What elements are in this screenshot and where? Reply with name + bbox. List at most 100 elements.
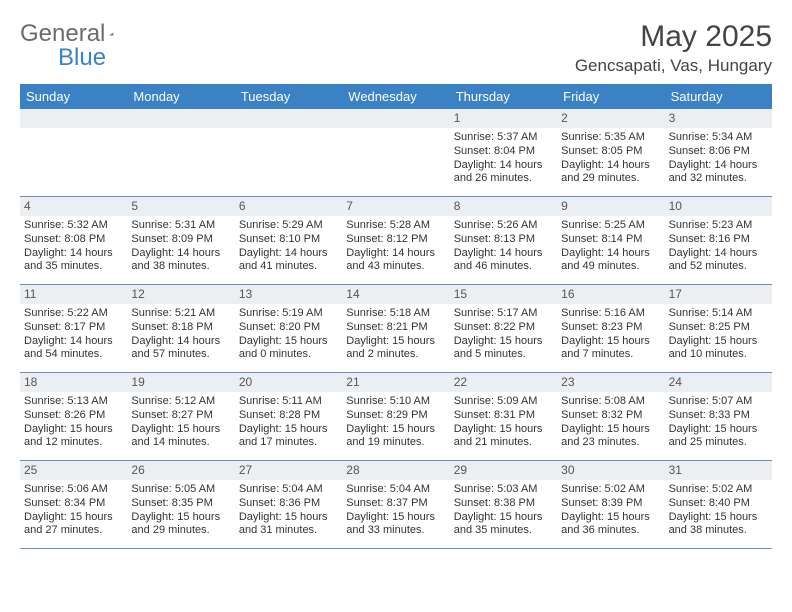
calendar-cell: 18Sunrise: 5:13 AMSunset: 8:26 PMDayligh… [20, 373, 127, 461]
daylight-line: Daylight: 14 hours and 43 minutes. [346, 247, 445, 275]
sunset-line: Sunset: 8:17 PM [24, 321, 123, 335]
day-details: Sunrise: 5:35 AMSunset: 8:05 PMDaylight:… [557, 128, 664, 190]
calendar-cell: 27Sunrise: 5:04 AMSunset: 8:36 PMDayligh… [235, 461, 342, 549]
daylight-line: Daylight: 15 hours and 36 minutes. [561, 511, 660, 539]
sunrise-line: Sunrise: 5:05 AM [131, 483, 230, 497]
calendar-cell: 16Sunrise: 5:16 AMSunset: 8:23 PMDayligh… [557, 285, 664, 373]
location: Gencsapati, Vas, Hungary [575, 56, 772, 76]
sunrise-line: Sunrise: 5:17 AM [454, 307, 553, 321]
day-details: Sunrise: 5:04 AMSunset: 8:36 PMDaylight:… [235, 480, 342, 542]
sunrise-line: Sunrise: 5:22 AM [24, 307, 123, 321]
sunrise-line: Sunrise: 5:08 AM [561, 395, 660, 409]
daylight-line: Daylight: 15 hours and 31 minutes. [239, 511, 338, 539]
calendar-cell [20, 109, 127, 197]
day-details: Sunrise: 5:03 AMSunset: 8:38 PMDaylight:… [450, 480, 557, 542]
sunset-line: Sunset: 8:16 PM [669, 233, 768, 247]
calendar-cell [235, 109, 342, 197]
sunset-line: Sunset: 8:21 PM [346, 321, 445, 335]
calendar-cell: 29Sunrise: 5:03 AMSunset: 8:38 PMDayligh… [450, 461, 557, 549]
sunset-line: Sunset: 8:28 PM [239, 409, 338, 423]
calendar-cell: 7Sunrise: 5:28 AMSunset: 8:12 PMDaylight… [342, 197, 449, 285]
day-number: 2 [557, 109, 664, 128]
calendar-cell: 5 Sunrise: 5:31 AMSunset: 8:09 PMDaylight… [127, 197, 234, 285]
sunset-line: Sunset: 8:35 PM [131, 497, 230, 511]
sunrise-line: Sunrise: 5:07 AM [669, 395, 768, 409]
sunset-line: Sunset: 8:31 PM [454, 409, 553, 423]
sunrise-line: Sunrise: 5:37 AM [454, 131, 553, 145]
day-number: 5 [127, 197, 234, 216]
day-number: 28 [342, 461, 449, 480]
logo-text-blue: Blue [58, 44, 106, 71]
daylight-line: Daylight: 15 hours and 0 minutes. [239, 335, 338, 363]
day-number: 10 [665, 197, 772, 216]
daylight-line: Daylight: 15 hours and 14 minutes. [131, 423, 230, 451]
calendar-cell: 21Sunrise: 5:10 AMSunset: 8:29 PMDayligh… [342, 373, 449, 461]
day-number: 29 [450, 461, 557, 480]
day-number: 13 [235, 285, 342, 304]
day-number [235, 109, 342, 128]
daylight-line: Daylight: 15 hours and 7 minutes. [561, 335, 660, 363]
day-number: 6 [235, 197, 342, 216]
day-number: 17 [665, 285, 772, 304]
day-number: 31 [665, 461, 772, 480]
calendar-cell: 6Sunrise: 5:29 AMSunset: 8:10 PMDaylight… [235, 197, 342, 285]
month-title: May 2025 [575, 20, 772, 54]
sunrise-line: Sunrise: 5:35 AM [561, 131, 660, 145]
day-details: Sunrise: 5:12 AMSunset: 8:27 PMDaylight:… [127, 392, 234, 454]
sunrise-line: Sunrise: 5:23 AM [669, 219, 768, 233]
day-details: Sunrise: 5:18 AMSunset: 8:21 PMDaylight:… [342, 304, 449, 366]
sunrise-line: Sunrise: 5:31 AM [131, 219, 230, 233]
weekday-header: Tuesday [235, 84, 342, 109]
daylight-line: Daylight: 15 hours and 23 minutes. [561, 423, 660, 451]
day-details: Sunrise: 5:14 AMSunset: 8:25 PMDaylight:… [665, 304, 772, 366]
day-number: 19 [127, 373, 234, 392]
daylight-line: Daylight: 14 hours and 38 minutes. [131, 247, 230, 275]
calendar-cell: 3Sunrise: 5:34 AMSunset: 8:06 PMDaylight… [665, 109, 772, 197]
sunset-line: Sunset: 8:04 PM [454, 145, 553, 159]
sunset-line: Sunset: 8:32 PM [561, 409, 660, 423]
title-block: May 2025 Gencsapati, Vas, Hungary [575, 20, 772, 76]
daylight-line: Daylight: 15 hours and 19 minutes. [346, 423, 445, 451]
calendar-cell: 15Sunrise: 5:17 AMSunset: 8:22 PMDayligh… [450, 285, 557, 373]
sunset-line: Sunset: 8:09 PM [131, 233, 230, 247]
sunrise-line: Sunrise: 5:25 AM [561, 219, 660, 233]
daylight-line: Daylight: 14 hours and 49 minutes. [561, 247, 660, 275]
day-details: Sunrise: 5:07 AMSunset: 8:33 PMDaylight:… [665, 392, 772, 454]
sunrise-line: Sunrise: 5:09 AM [454, 395, 553, 409]
calendar-cell: 30Sunrise: 5:02 AMSunset: 8:39 PMDayligh… [557, 461, 664, 549]
calendar-cell: 19Sunrise: 5:12 AMSunset: 8:27 PMDayligh… [127, 373, 234, 461]
sunrise-line: Sunrise: 5:19 AM [239, 307, 338, 321]
day-details: Sunrise: 5:02 AMSunset: 8:39 PMDaylight:… [557, 480, 664, 542]
day-number: 7 [342, 197, 449, 216]
day-details: Sunrise: 5:16 AMSunset: 8:23 PMDaylight:… [557, 304, 664, 366]
sunrise-line: Sunrise: 5:03 AM [454, 483, 553, 497]
logo-blue-wrapper: Blue [20, 44, 106, 72]
day-number: 24 [665, 373, 772, 392]
weekday-header: Friday [557, 84, 664, 109]
sunrise-line: Sunrise: 5:21 AM [131, 307, 230, 321]
day-details: Sunrise: 5:05 AMSunset: 8:35 PMDaylight:… [127, 480, 234, 542]
daylight-line: Daylight: 14 hours and 32 minutes. [669, 159, 768, 187]
calendar-cell: 9Sunrise: 5:25 AMSunset: 8:14 PMDaylight… [557, 197, 664, 285]
daylight-line: Daylight: 14 hours and 29 minutes. [561, 159, 660, 187]
sunrise-line: Sunrise: 5:26 AM [454, 219, 553, 233]
sunset-line: Sunset: 8:14 PM [561, 233, 660, 247]
day-number: 27 [235, 461, 342, 480]
sunset-line: Sunset: 8:26 PM [24, 409, 123, 423]
day-details: Sunrise: 5:22 AMSunset: 8:17 PMDaylight:… [20, 304, 127, 366]
calendar-cell: 25Sunrise: 5:06 AMSunset: 8:34 PMDayligh… [20, 461, 127, 549]
sunset-line: Sunset: 8:39 PM [561, 497, 660, 511]
sunset-line: Sunset: 8:08 PM [24, 233, 123, 247]
daylight-line: Daylight: 15 hours and 38 minutes. [669, 511, 768, 539]
day-details: Sunrise: 5:29 AMSunset: 8:10 PMDaylight:… [235, 216, 342, 278]
sunset-line: Sunset: 8:36 PM [239, 497, 338, 511]
day-number: 15 [450, 285, 557, 304]
day-number: 22 [450, 373, 557, 392]
day-details: Sunrise: 5:13 AMSunset: 8:26 PMDaylight:… [20, 392, 127, 454]
sunset-line: Sunset: 8:20 PM [239, 321, 338, 335]
sunset-line: Sunset: 8:40 PM [669, 497, 768, 511]
daylight-line: Daylight: 15 hours and 5 minutes. [454, 335, 553, 363]
sunrise-line: Sunrise: 5:29 AM [239, 219, 338, 233]
calendar-cell: 8Sunrise: 5:26 AMSunset: 8:13 PMDaylight… [450, 197, 557, 285]
daylight-line: Daylight: 14 hours and 54 minutes. [24, 335, 123, 363]
